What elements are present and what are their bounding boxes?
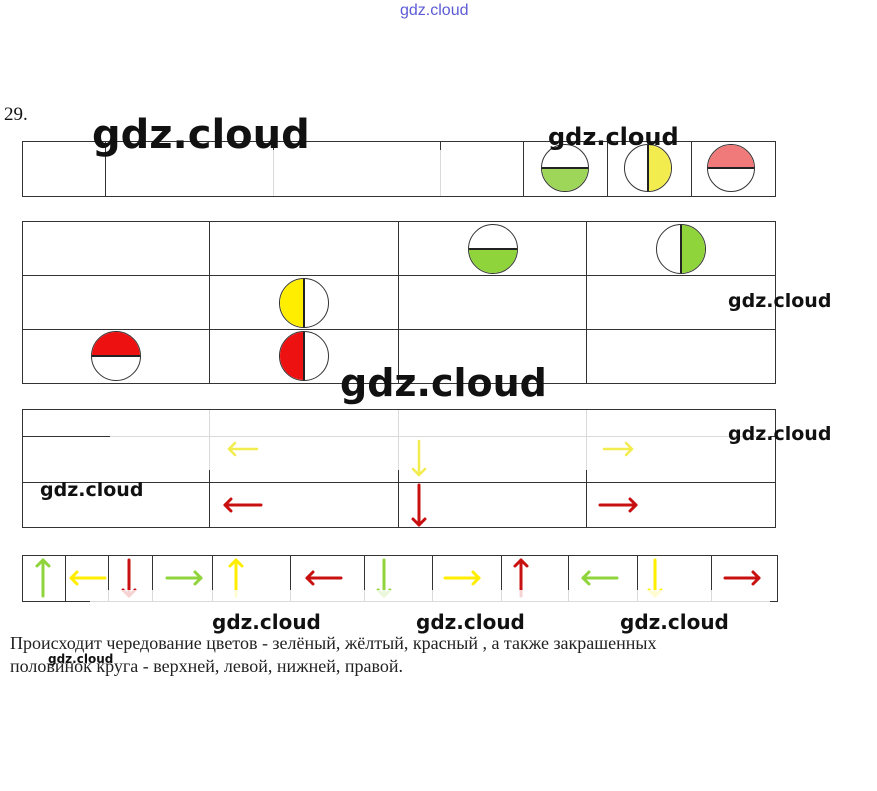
circle-fill xyxy=(542,168,588,191)
arrow-down-icon xyxy=(411,483,427,527)
grid-col-divider xyxy=(398,221,399,384)
half-circle xyxy=(541,144,589,192)
strip-row1 xyxy=(22,141,776,197)
strip-row1-divider xyxy=(691,141,692,197)
arrow-strip-divider xyxy=(65,555,66,602)
watermark: gdz.cloud xyxy=(728,290,832,312)
circle-fill xyxy=(648,145,671,191)
circle-divider xyxy=(92,355,140,357)
caption: Происходит чередование цветов - зелёный,… xyxy=(10,632,868,678)
caption-line-1: Происходит чередование цветов - зелёный,… xyxy=(10,633,657,653)
grid-col-divider xyxy=(586,221,587,384)
circle-divider xyxy=(680,225,682,273)
strip-row1-divider xyxy=(105,141,106,197)
arrow-left-icon xyxy=(305,570,343,586)
half-circle xyxy=(468,224,518,274)
faded-area xyxy=(90,590,770,620)
watermark: gdz.cloud xyxy=(212,610,321,634)
grid-col-divider xyxy=(209,221,210,384)
circle-fill xyxy=(280,332,304,380)
arrow-left-icon xyxy=(581,570,619,586)
arrow-strip-divider xyxy=(364,555,365,602)
watermark: gdz.cloud xyxy=(620,610,729,634)
watermark: gdz.cloud xyxy=(340,361,547,405)
arrow-strip-divider xyxy=(108,555,109,602)
arrow-strip-divider xyxy=(711,555,712,602)
half-circle xyxy=(279,278,329,328)
top-watermark: gdz.cloud xyxy=(400,2,469,19)
arrow-right-icon xyxy=(443,570,481,586)
circle-divider xyxy=(542,167,588,169)
circle-divider xyxy=(303,332,305,380)
arrow-up-icon xyxy=(35,558,51,598)
arrow-strip-divider xyxy=(290,555,291,602)
circle-divider xyxy=(469,248,517,250)
arrow-strip-divider xyxy=(637,555,638,602)
grid-row-divider xyxy=(22,329,776,330)
arrow-right-icon xyxy=(723,570,761,586)
caption-line-2: половинок круга - верхней, левой, нижней… xyxy=(10,656,403,676)
grid-row-divider xyxy=(22,275,776,276)
watermark: gdz.cloud xyxy=(92,112,310,158)
arrow-grid-row-divider xyxy=(22,482,776,483)
circle-fill xyxy=(280,279,304,327)
arrow-grid xyxy=(22,409,776,528)
arrow-strip-divider xyxy=(432,555,433,602)
faded-area xyxy=(110,410,770,470)
arrow-right-icon xyxy=(165,570,203,586)
arrow-strip-divider xyxy=(568,555,569,602)
arrow-strip-divider xyxy=(501,555,502,602)
problem-number: 29. xyxy=(4,104,28,125)
half-circle xyxy=(656,224,706,274)
half-circle xyxy=(279,331,329,381)
arrow-strip-divider xyxy=(152,555,153,602)
half-circle xyxy=(707,144,755,192)
arrow-left-icon xyxy=(227,441,259,457)
circle-fill xyxy=(469,249,517,273)
circle-divider xyxy=(647,145,649,191)
watermark: gdz.cloud xyxy=(416,610,525,634)
circle-fill xyxy=(681,225,705,273)
circle-divider xyxy=(708,167,754,169)
faded-area xyxy=(106,150,516,196)
half-circle xyxy=(91,331,141,381)
watermark: gdz.cloud xyxy=(40,479,144,501)
watermark: gdz.cloud xyxy=(48,652,114,666)
arrow-strip-divider xyxy=(212,555,213,602)
circle-fill xyxy=(92,332,140,356)
circle-grid xyxy=(22,221,776,384)
watermark: gdz.cloud xyxy=(548,123,679,151)
arrow-left-icon xyxy=(69,570,107,586)
watermark: gdz.cloud xyxy=(728,423,832,445)
strip-row1-divider xyxy=(607,141,608,197)
half-circle xyxy=(624,144,672,192)
circle-fill xyxy=(708,145,754,168)
arrow-right-icon xyxy=(598,497,638,513)
arrow-left-icon xyxy=(223,497,263,513)
circle-divider xyxy=(303,279,305,327)
arrow-right-icon xyxy=(602,441,634,457)
strip-row1-divider xyxy=(523,141,524,197)
arrow-down-icon xyxy=(411,439,427,477)
